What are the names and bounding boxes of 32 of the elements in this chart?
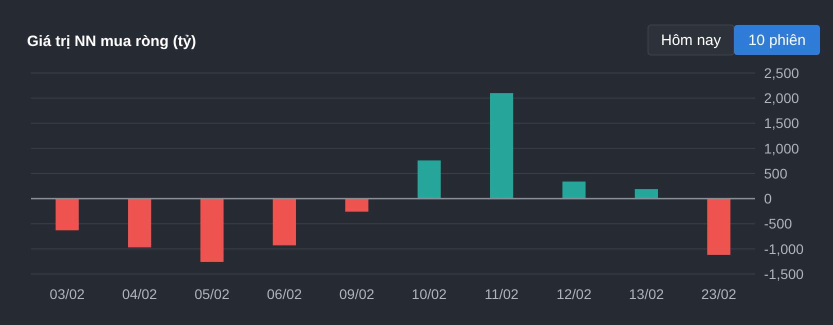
y-tick-label: -1,500	[764, 266, 804, 282]
x-tick-label: 12/02	[556, 286, 592, 302]
y-tick-label: 0	[764, 190, 772, 207]
bar	[634, 189, 658, 199]
text: Hôm nay	[660, 32, 722, 49]
bar	[707, 198, 730, 255]
x-tick-label: 03/02	[50, 286, 85, 302]
x-tick-label: 23/02	[701, 286, 737, 302]
bar	[345, 198, 368, 212]
y-tick-label: -1,000	[764, 240, 804, 257]
bar	[272, 198, 296, 246]
bar	[418, 160, 441, 199]
y-tick-label: 500	[764, 165, 788, 182]
x-tick-label: 10/02	[412, 286, 447, 302]
bar	[56, 198, 79, 230]
x-tick-label: 09/02	[339, 286, 375, 302]
y-tick-label: 2,000	[764, 90, 800, 106]
text: 10 phiên	[748, 32, 806, 49]
chart-title: Giá trị NN mua ròng (tỷ)	[27, 33, 196, 50]
bar	[490, 93, 514, 199]
x-tick-label: 06/02	[266, 286, 302, 302]
x-tick-label: 13/02	[628, 286, 664, 302]
bar	[200, 198, 224, 262]
bar	[128, 198, 152, 248]
y-tick-label: 2,500	[764, 64, 800, 81]
y-tick-label: 1,000	[764, 140, 800, 156]
y-tick-label: -500	[764, 216, 792, 232]
x-tick-label: 04/02	[122, 286, 158, 302]
y-tick-label: 1,500	[764, 115, 800, 132]
bar	[562, 182, 586, 199]
x-tick-label: 11/02	[484, 286, 519, 302]
x-tick-label: 05/02	[194, 286, 230, 302]
